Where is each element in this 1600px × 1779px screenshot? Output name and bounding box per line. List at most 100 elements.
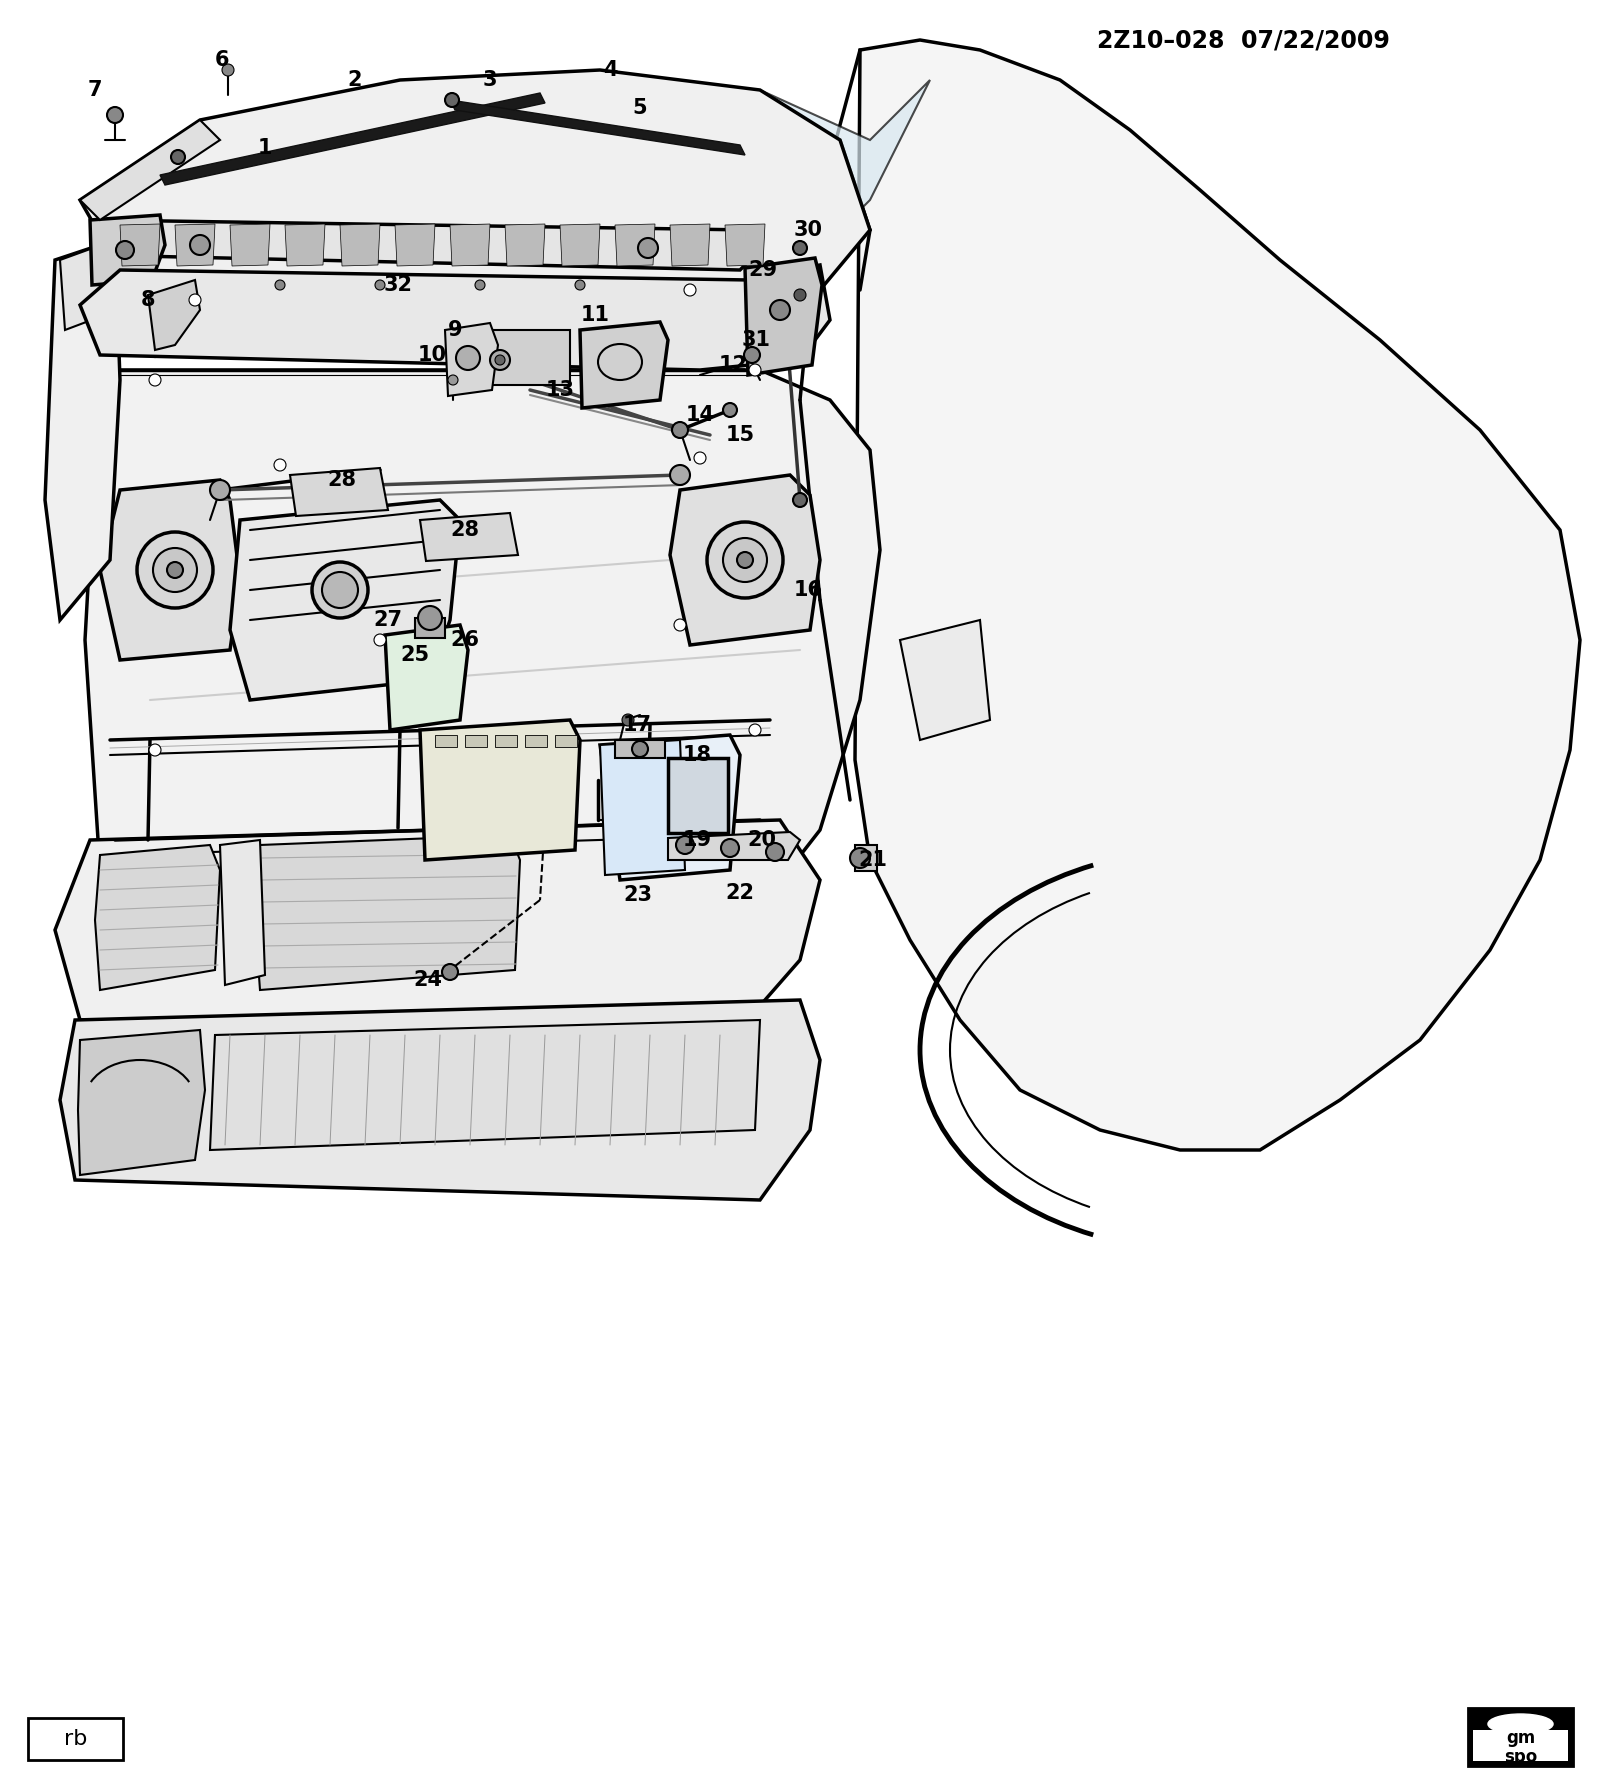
Text: 31: 31 (741, 329, 771, 350)
Circle shape (723, 404, 738, 416)
Circle shape (222, 64, 234, 76)
Polygon shape (99, 480, 240, 660)
Circle shape (166, 562, 182, 578)
Polygon shape (80, 119, 221, 221)
Ellipse shape (1488, 1713, 1554, 1735)
Text: 28: 28 (328, 470, 357, 489)
Polygon shape (174, 224, 214, 267)
Circle shape (670, 464, 690, 486)
Polygon shape (90, 215, 165, 285)
Text: 30: 30 (794, 221, 822, 240)
Text: 11: 11 (581, 304, 610, 326)
Polygon shape (445, 324, 498, 397)
Circle shape (190, 235, 210, 254)
Polygon shape (579, 322, 669, 407)
Circle shape (189, 294, 202, 306)
Polygon shape (285, 224, 325, 267)
Bar (854, 845, 877, 872)
Text: 15: 15 (725, 425, 755, 445)
Polygon shape (760, 80, 930, 251)
Polygon shape (61, 240, 118, 329)
Text: 14: 14 (685, 406, 715, 425)
Text: 2: 2 (347, 69, 362, 91)
Polygon shape (506, 224, 546, 267)
Circle shape (770, 301, 790, 320)
Circle shape (445, 93, 459, 107)
Text: 26: 26 (451, 630, 480, 649)
Circle shape (442, 964, 458, 980)
Polygon shape (854, 39, 1581, 1149)
Polygon shape (94, 845, 221, 989)
Polygon shape (670, 475, 819, 646)
Polygon shape (160, 93, 546, 185)
Circle shape (274, 459, 286, 471)
Circle shape (494, 356, 506, 365)
Circle shape (794, 493, 806, 507)
Polygon shape (339, 224, 381, 267)
Circle shape (312, 562, 368, 617)
Circle shape (794, 288, 806, 301)
Polygon shape (85, 370, 880, 920)
Text: 27: 27 (373, 610, 403, 630)
Circle shape (749, 361, 762, 375)
Polygon shape (395, 224, 435, 267)
Circle shape (694, 452, 706, 464)
Circle shape (322, 573, 358, 608)
Text: 25: 25 (400, 646, 429, 665)
Polygon shape (450, 224, 490, 267)
Circle shape (490, 350, 510, 370)
Polygon shape (94, 221, 760, 270)
Text: 12: 12 (718, 356, 747, 375)
Text: 28: 28 (451, 519, 480, 541)
Circle shape (707, 521, 782, 598)
Text: 1: 1 (258, 139, 272, 158)
Bar (525, 735, 547, 747)
Text: 20: 20 (747, 831, 776, 850)
Circle shape (138, 532, 213, 608)
Bar (1469, 1708, 1573, 1767)
Circle shape (638, 238, 658, 258)
Text: 19: 19 (683, 831, 712, 850)
Polygon shape (614, 224, 654, 267)
Text: 23: 23 (624, 884, 653, 906)
Bar (669, 758, 728, 833)
Circle shape (475, 279, 485, 290)
Polygon shape (899, 621, 990, 740)
Text: 21: 21 (859, 850, 888, 870)
Polygon shape (290, 468, 387, 516)
Bar (466, 735, 486, 747)
Circle shape (674, 619, 686, 632)
Polygon shape (419, 512, 518, 560)
Circle shape (107, 107, 123, 123)
Circle shape (171, 149, 186, 164)
Polygon shape (45, 240, 120, 621)
Circle shape (115, 240, 134, 260)
Text: 17: 17 (622, 715, 651, 735)
Text: 6: 6 (214, 50, 229, 69)
Bar (1474, 1729, 1568, 1761)
Polygon shape (61, 1000, 819, 1201)
Circle shape (749, 724, 762, 737)
Circle shape (374, 633, 386, 646)
Polygon shape (54, 820, 819, 1041)
Bar (480, 329, 570, 384)
Polygon shape (210, 1019, 760, 1149)
Circle shape (275, 279, 285, 290)
Circle shape (210, 480, 230, 500)
Polygon shape (670, 224, 710, 267)
Circle shape (622, 713, 634, 726)
Text: 2Z10–028  07/22/2009: 2Z10–028 07/22/2009 (1098, 28, 1390, 52)
Polygon shape (230, 500, 461, 699)
Polygon shape (419, 720, 579, 859)
Text: 3: 3 (483, 69, 498, 91)
Polygon shape (725, 224, 765, 267)
Circle shape (574, 279, 586, 290)
Circle shape (448, 375, 458, 384)
Text: 8: 8 (141, 290, 155, 310)
Text: rb: rb (64, 1729, 86, 1749)
Bar (414, 617, 445, 639)
Bar (555, 735, 578, 747)
Polygon shape (746, 258, 822, 375)
Polygon shape (80, 265, 830, 370)
Polygon shape (230, 224, 270, 267)
